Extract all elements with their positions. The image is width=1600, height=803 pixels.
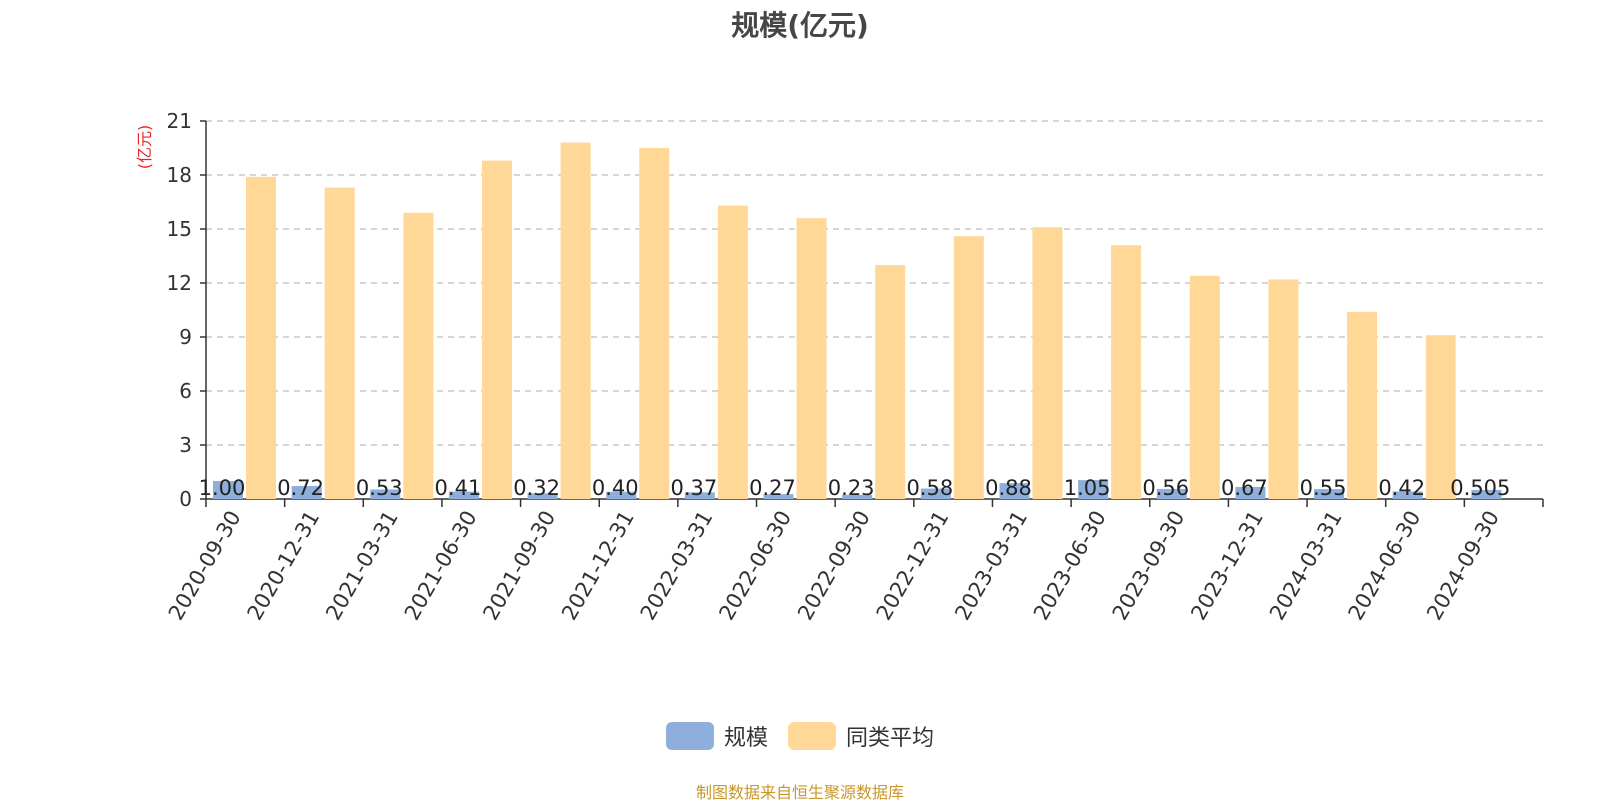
chart-title: 规模(亿元) — [731, 9, 869, 42]
x-tick-label: 2022-06-30 — [714, 507, 796, 625]
data-label-scale: 0.53 — [356, 476, 403, 500]
y-tick-label: 3 — [179, 433, 192, 457]
data-label-scale: 0.42 — [1378, 476, 1425, 500]
source-note: 制图数据来自恒生聚源数据库 — [695, 783, 904, 802]
legend-item-peer-average[interactable]: 同类平均 — [788, 720, 934, 752]
bar-scale[interactable] — [1471, 489, 1502, 499]
data-label-scale: 0.67 — [1221, 476, 1268, 500]
bar-peer-average[interactable] — [1347, 311, 1378, 499]
x-tick-label: 2024-03-31 — [1265, 507, 1347, 625]
y-tick-label: 15 — [167, 217, 192, 241]
bar-scale[interactable] — [763, 494, 794, 499]
y-axis-unit-label: (亿元) — [135, 125, 154, 170]
y-tick-label: 0 — [179, 487, 192, 511]
legend-label-peer-average: 同类平均 — [846, 726, 935, 751]
data-label-scale: 0.32 — [513, 476, 560, 500]
legend-swatch-scale — [665, 722, 714, 750]
y-tick-label: 21 — [167, 109, 192, 133]
bar-peer-average[interactable] — [324, 187, 355, 499]
data-label-scale: 0.55 — [1300, 476, 1347, 500]
bar-peer-average[interactable] — [403, 212, 434, 500]
data-label-scale: 0.72 — [277, 476, 324, 500]
bar-scale[interactable] — [448, 491, 479, 499]
bar-peer-average[interactable] — [1268, 279, 1299, 499]
legend-label-scale: 规模 — [723, 726, 768, 751]
bar-peer-average[interactable] — [875, 265, 906, 499]
bar-scale[interactable] — [999, 483, 1030, 499]
bar-peer-average[interactable] — [717, 205, 748, 499]
data-label-scale: 0.58 — [906, 476, 953, 500]
bar-peer-average[interactable] — [796, 218, 827, 499]
bar-scale[interactable] — [527, 493, 558, 499]
bar-peer-average[interactable] — [639, 148, 670, 499]
x-tick-label: 2021-03-31 — [321, 507, 403, 625]
y-tick-label: 9 — [179, 325, 192, 349]
data-label-scale: 0.88 — [985, 476, 1032, 500]
bar-scale[interactable] — [1392, 491, 1423, 499]
x-tick-label: 2023-06-30 — [1029, 507, 1111, 625]
data-label-scale: 0.505 — [1450, 476, 1510, 500]
y-tick-label: 12 — [167, 271, 192, 295]
data-label-scale: 0.40 — [592, 476, 639, 500]
x-tick-label: 2022-12-31 — [872, 507, 954, 625]
bar-scale[interactable] — [1314, 489, 1345, 499]
bar-scale[interactable] — [1156, 488, 1187, 499]
bar-peer-average[interactable] — [1111, 245, 1142, 499]
data-label-scale: 0.27 — [749, 476, 796, 500]
data-label-scale: 1.05 — [1064, 476, 1111, 500]
bar-scale[interactable] — [606, 491, 637, 499]
x-tick-label: 2020-09-30 — [164, 507, 246, 625]
x-tick-label: 2022-09-30 — [793, 507, 875, 625]
bar-scale[interactable] — [1078, 480, 1109, 499]
legend-swatch-peer-average — [788, 722, 836, 750]
bar-peer-average[interactable] — [246, 176, 276, 500]
bar-scale[interactable] — [842, 494, 873, 499]
x-tick-label: 2024-06-30 — [1344, 507, 1426, 625]
bar-peer-average[interactable] — [481, 160, 512, 499]
x-tick-label: 2023-09-30 — [1108, 507, 1190, 625]
x-tick-label: 2021-12-31 — [557, 507, 639, 625]
data-label-scale: 1.00 — [199, 476, 246, 500]
bar-scale[interactable] — [291, 486, 322, 499]
bar-peer-average[interactable] — [953, 236, 984, 499]
data-label-scale: 0.41 — [435, 476, 482, 500]
x-tick-label: 2023-12-31 — [1186, 507, 1268, 625]
bar-scale[interactable] — [370, 489, 401, 499]
y-tick-label: 6 — [179, 379, 192, 403]
bar-scale[interactable] — [1235, 486, 1266, 499]
y-tick-label: 18 — [167, 163, 192, 187]
data-label-scale: 0.23 — [828, 476, 875, 500]
x-tick-label: 2021-06-30 — [400, 507, 482, 625]
bar-scale[interactable] — [213, 481, 243, 499]
data-label-scale: 0.37 — [670, 476, 717, 500]
bar-peer-average[interactable] — [560, 142, 591, 499]
bar-peer-average[interactable] — [1032, 227, 1063, 499]
bar-scale[interactable] — [920, 488, 951, 499]
legend-item-scale[interactable]: 规模 — [665, 720, 768, 752]
bar-peer-average[interactable] — [1425, 335, 1456, 499]
x-tick-label: 2020-12-31 — [242, 507, 324, 625]
legend: 规模 同类平均 — [0, 720, 1600, 752]
bar-scale[interactable] — [684, 492, 715, 499]
data-label-scale: 0.56 — [1142, 476, 1189, 500]
x-tick-label: 2024-09-30 — [1422, 507, 1504, 625]
x-tick-label: 2021-09-30 — [478, 507, 560, 625]
bar-peer-average[interactable] — [1189, 275, 1220, 499]
x-tick-label: 2022-03-31 — [636, 507, 718, 625]
x-tick-label: 2023-03-31 — [950, 507, 1032, 625]
